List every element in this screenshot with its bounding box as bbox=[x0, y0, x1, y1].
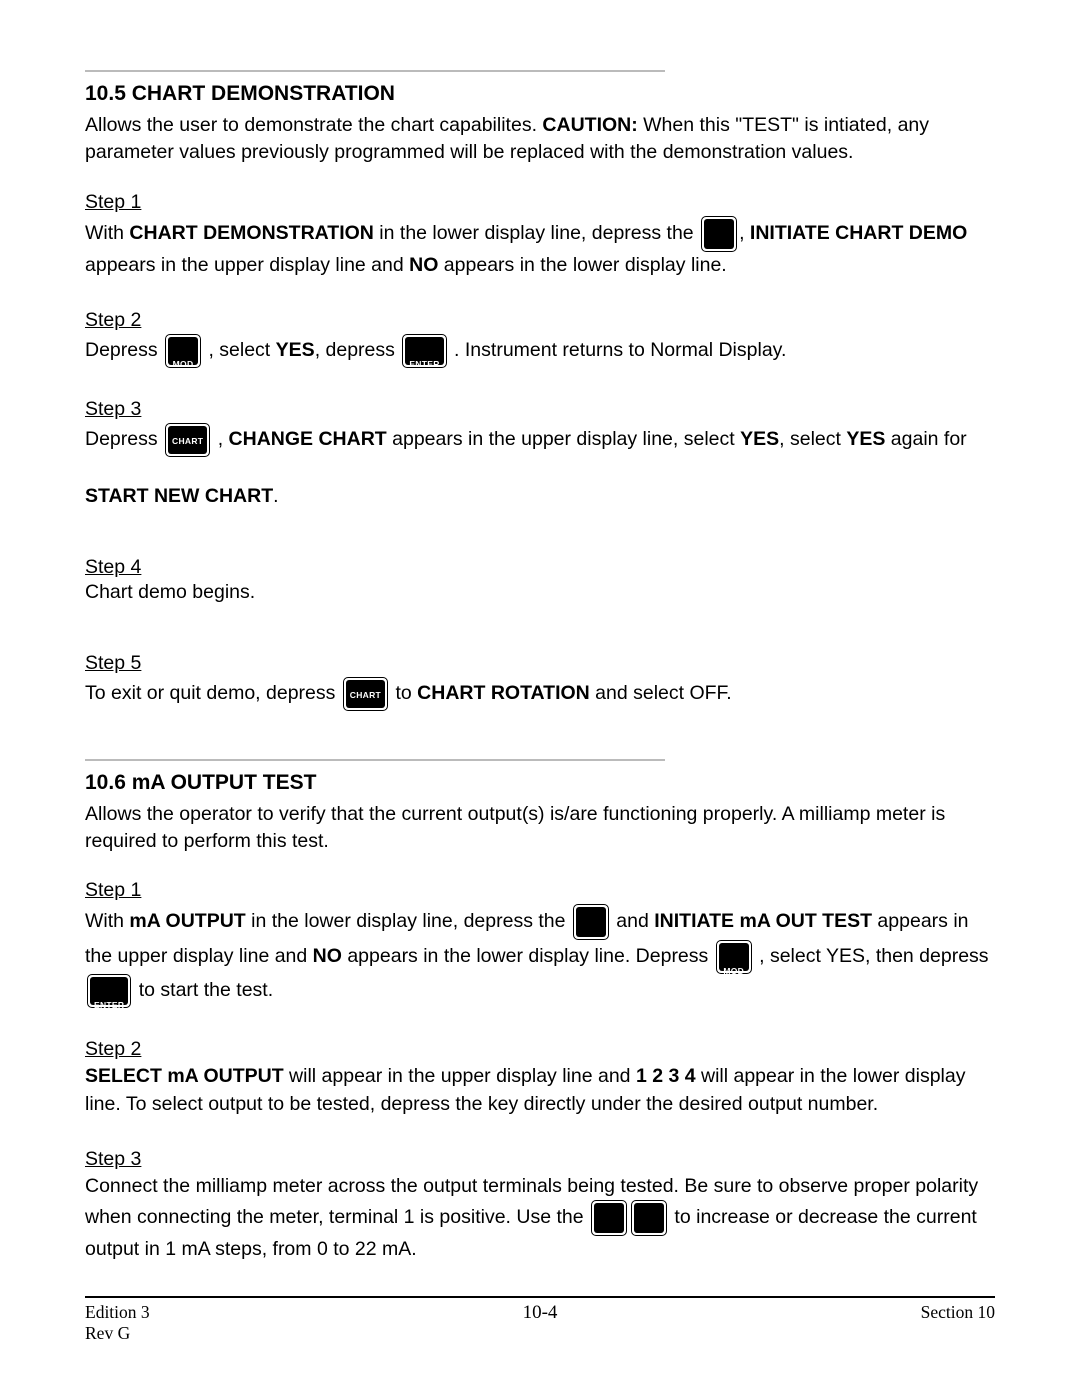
step-3-label: Step 3 bbox=[85, 398, 141, 421]
text: appears in the upper display line, selec… bbox=[387, 428, 740, 450]
text: With bbox=[85, 222, 129, 244]
text: Depress bbox=[85, 428, 163, 450]
down-arrow-key-icon bbox=[631, 1200, 667, 1236]
text: INITIATE CHART DEMO bbox=[750, 222, 967, 244]
text: NO bbox=[409, 254, 438, 276]
revision: Rev G bbox=[85, 1323, 235, 1344]
step-2-label: Step 2 bbox=[85, 309, 141, 332]
text: will appear in the upper display line an… bbox=[284, 1065, 636, 1087]
text: mA OUTPUT bbox=[129, 911, 245, 933]
step-1-body: With CHART DEMONSTRATION in the lower di… bbox=[85, 216, 995, 279]
step-3-body-b: Connect the milliamp meter across the ou… bbox=[85, 1173, 995, 1264]
footer-section: Section 10 bbox=[845, 1302, 995, 1323]
down-arrow-key-icon bbox=[573, 904, 609, 940]
enter-key-icon: ENTER bbox=[402, 334, 446, 368]
step-4-label: Step 4 bbox=[85, 556, 141, 579]
text: appears in the upper display line and bbox=[85, 254, 409, 276]
section-rule bbox=[85, 759, 665, 761]
text: and bbox=[611, 911, 654, 933]
chart-key-icon: CHART bbox=[165, 423, 210, 457]
text: Depress bbox=[85, 339, 163, 361]
text: YES bbox=[740, 428, 779, 450]
footer-left: Edition 3 Rev G bbox=[85, 1302, 235, 1344]
text: INITIATE mA OUT TEST bbox=[654, 911, 872, 933]
text: appears in the lower display line. Depre… bbox=[342, 946, 714, 968]
down-arrow-key-icon bbox=[701, 216, 737, 252]
up-arrow-key-icon bbox=[591, 1200, 627, 1236]
text: , bbox=[739, 222, 750, 244]
step-1-label-b: Step 1 bbox=[85, 879, 141, 902]
text: again for bbox=[885, 428, 966, 450]
text: YES bbox=[846, 428, 885, 450]
text: To exit or quit demo, depress bbox=[85, 682, 341, 704]
step-3-body: Depress CHART , CHANGE CHART appears in … bbox=[85, 423, 995, 457]
start-new-chart: START NEW CHART bbox=[85, 485, 273, 507]
text: NO bbox=[313, 946, 342, 968]
text: , select bbox=[203, 339, 276, 361]
step-4-body: Chart demo begins. bbox=[85, 581, 255, 603]
text: YES bbox=[276, 339, 315, 361]
text: , select bbox=[779, 428, 846, 450]
text: CHART DEMONSTRATION bbox=[129, 222, 373, 244]
text: . bbox=[273, 485, 278, 507]
mod-key-icon: MOD bbox=[165, 334, 201, 368]
text: . Instrument returns to Normal Display. bbox=[449, 339, 787, 361]
text: CHANGE CHART bbox=[229, 428, 387, 450]
text: With bbox=[85, 911, 129, 933]
edition: Edition 3 bbox=[85, 1302, 150, 1322]
text: in the lower display line, depress the bbox=[246, 911, 571, 933]
page-footer: Edition 3 Rev G 10-4 Section 10 bbox=[85, 1302, 995, 1344]
footer-rule bbox=[85, 1296, 995, 1298]
heading-10-5: 10.5 CHART DEMONSTRATION bbox=[85, 82, 995, 106]
text: appears in the lower display line. bbox=[438, 254, 726, 276]
chart-key-icon: CHART bbox=[343, 677, 388, 711]
section-rule bbox=[85, 70, 665, 72]
text: , select YES, then depress bbox=[754, 946, 989, 968]
step-5-label: Step 5 bbox=[85, 652, 141, 675]
heading-10-6: 10.6 mA OUTPUT TEST bbox=[85, 771, 995, 795]
text: to start the test. bbox=[133, 980, 273, 1002]
step-1-label: Step 1 bbox=[85, 191, 141, 214]
enter-key-icon: ENTER bbox=[87, 974, 131, 1008]
footer-page-number: 10-4 bbox=[523, 1302, 558, 1324]
intro-10-5: Allows the user to demonstrate the chart… bbox=[85, 112, 995, 167]
text: to bbox=[390, 682, 417, 704]
text: 1 2 3 4 bbox=[636, 1065, 696, 1087]
caution-label: CAUTION: bbox=[542, 114, 637, 136]
intro-10-6: Allows the operator to verify that the c… bbox=[85, 801, 995, 856]
text: SELECT mA OUTPUT bbox=[85, 1065, 284, 1087]
text: CHART ROTATION bbox=[417, 682, 590, 704]
text: in the lower display line, depress the bbox=[374, 222, 699, 244]
text: , bbox=[212, 428, 228, 450]
text: and select OFF. bbox=[590, 682, 732, 704]
mod-key-icon: MOD bbox=[716, 940, 752, 974]
step-1-body-b: With mA OUTPUT in the lower display line… bbox=[85, 904, 995, 1008]
step-2-label-b: Step 2 bbox=[85, 1038, 141, 1061]
text: , depress bbox=[315, 339, 401, 361]
step-2-body-b: SELECT mA OUTPUT will appear in the uppe… bbox=[85, 1063, 995, 1118]
text: Allows the user to demonstrate the chart… bbox=[85, 114, 542, 136]
page-content: 10.5 CHART DEMONSTRATION Allows the user… bbox=[85, 70, 995, 1264]
step-3-label-b: Step 3 bbox=[85, 1148, 141, 1171]
step-5-body: To exit or quit demo, depress CHART to C… bbox=[85, 677, 995, 711]
step-2-body: Depress MOD , select YES, depress ENTER … bbox=[85, 334, 995, 368]
